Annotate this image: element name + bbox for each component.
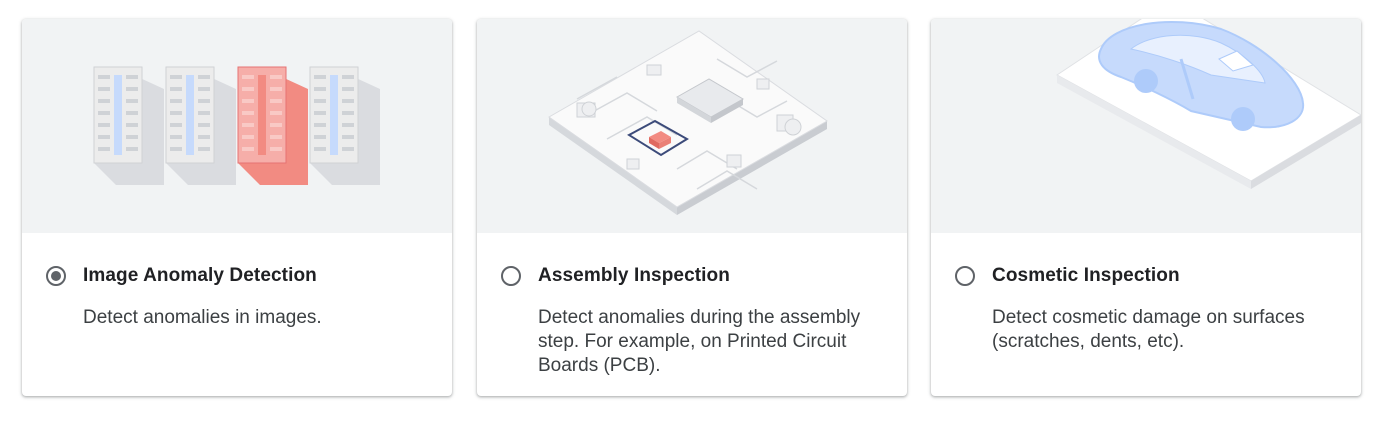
car-body-illustration: [931, 19, 1361, 233]
radio-button-cosmetic-inspection[interactable]: [955, 266, 975, 286]
server-racks-illustration: [22, 19, 452, 233]
option-description: Detect anomalies in images.: [83, 307, 322, 328]
option-card-cosmetic-inspection[interactable]: Cosmetic Inspection Detect cosmetic dama…: [931, 19, 1361, 396]
radio-button-assembly-inspection[interactable]: [501, 266, 521, 286]
option-card-assembly-inspection[interactable]: Assembly Inspection Detect anomalies dur…: [477, 19, 907, 396]
option-description: Detect cosmetic damage on surfaces (scra…: [992, 307, 1305, 352]
option-title: Assembly Inspection: [538, 265, 730, 286]
option-card-image-anomaly-detection[interactable]: Image Anomaly Detection Detect anomalies…: [22, 19, 452, 396]
option-description: Detect anomalies during the assembly ste…: [538, 307, 861, 376]
option-title: Image Anomaly Detection: [83, 265, 317, 286]
circuit-board-illustration: [477, 19, 907, 233]
option-title: Cosmetic Inspection: [992, 265, 1180, 286]
radio-button-image-anomaly-detection[interactable]: [46, 266, 66, 286]
